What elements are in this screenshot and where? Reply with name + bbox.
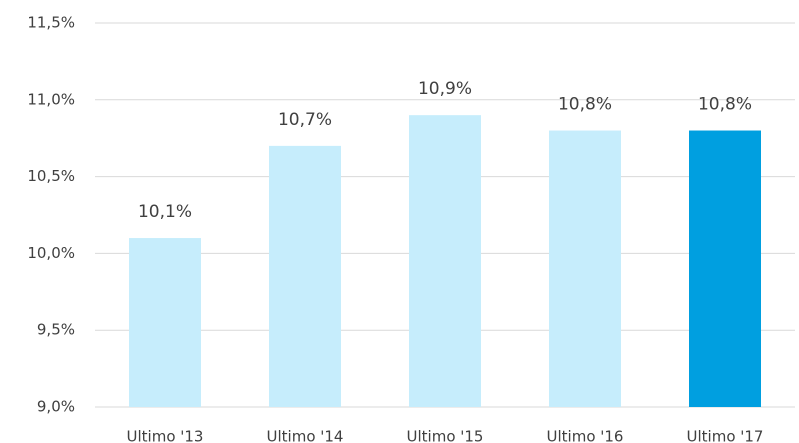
data-label: 10,8% bbox=[698, 95, 752, 115]
y-tick-label: 10,5% bbox=[27, 167, 75, 185]
y-tick-label: 10,0% bbox=[27, 244, 75, 262]
x-tick-label: Ultimo '16 bbox=[547, 428, 624, 443]
y-tick-label: 11,0% bbox=[27, 90, 75, 108]
bar bbox=[129, 238, 201, 407]
x-tick-label: Ultimo '13 bbox=[127, 428, 204, 443]
data-label: 10,1% bbox=[138, 202, 192, 222]
bar bbox=[689, 130, 761, 407]
bar bbox=[409, 115, 481, 407]
bar bbox=[549, 130, 621, 407]
y-tick-label: 9,0% bbox=[37, 398, 75, 416]
data-label: 10,7% bbox=[278, 110, 332, 130]
data-label: 10,9% bbox=[418, 79, 472, 99]
x-tick-label: Ultimo '14 bbox=[267, 428, 344, 443]
x-tick-label: Ultimo '17 bbox=[687, 428, 764, 443]
y-tick-label: 11,5% bbox=[27, 14, 75, 32]
y-tick-label: 9,5% bbox=[37, 321, 75, 339]
x-tick-label: Ultimo '15 bbox=[407, 428, 484, 443]
bar bbox=[269, 145, 341, 407]
data-label: 10,8% bbox=[558, 95, 612, 115]
